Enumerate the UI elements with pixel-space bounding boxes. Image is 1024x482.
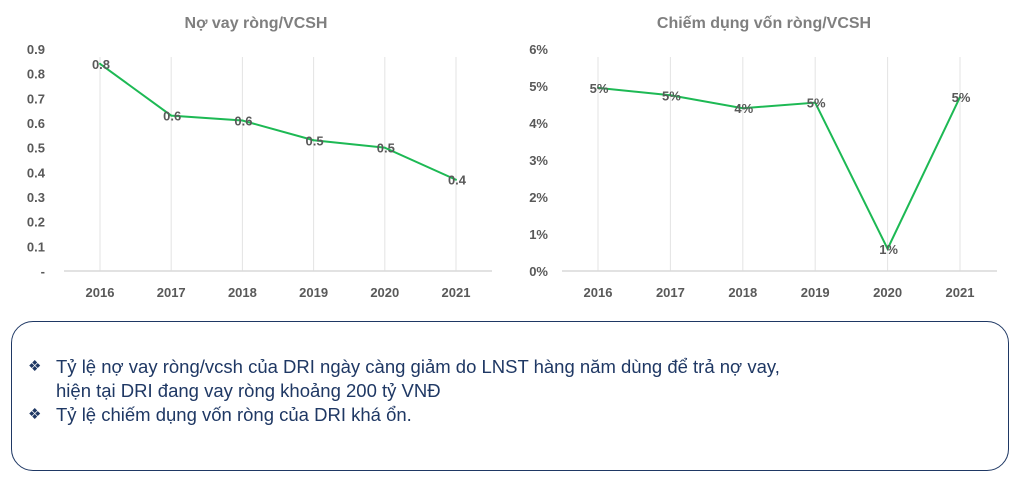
y-tick-label: 6%: [529, 42, 548, 57]
y-tick-label: 4%: [529, 116, 548, 131]
commentary-text: Tỷ lệ chiếm dụng vốn ròng của DRI khá ổn…: [56, 404, 412, 425]
y-tick-label: 0.4: [27, 165, 46, 180]
diamond-bullet-icon: ❖: [28, 358, 42, 375]
data-label: 0.5: [306, 133, 324, 148]
commentary-text: Tỷ lệ nợ vay ròng/vcsh của DRI ngày càng…: [56, 356, 780, 377]
data-label: 5%: [662, 88, 681, 103]
y-tick-label: 0%: [529, 264, 548, 279]
x-tick-label: 2016: [86, 285, 115, 300]
data-label: 5%: [590, 81, 609, 96]
data-label: 0.8: [92, 57, 110, 72]
y-tick-label: 0.1: [27, 239, 45, 254]
y-tick-label: 0.9: [27, 42, 45, 57]
commentary-text: hiện tại DRI đang vay ròng khoảng 200 tỷ…: [56, 380, 441, 401]
data-point: [886, 247, 889, 250]
data-point: [170, 114, 173, 117]
y-tick-label: -: [41, 264, 45, 279]
y-tick-label: 3%: [529, 153, 548, 168]
data-point: [814, 101, 817, 104]
y-tick-label: 2%: [529, 190, 548, 205]
data-point: [597, 86, 599, 89]
data-point: [383, 146, 386, 149]
series-line: [99, 62, 457, 181]
y-tick-label: 0.2: [27, 215, 45, 230]
data-point: [99, 62, 101, 65]
x-tick-label: 2017: [656, 285, 685, 300]
x-tick-label: 2018: [728, 285, 757, 300]
data-point: [312, 139, 315, 142]
chart-title: Nợ vay ròng/VCSH: [185, 15, 328, 32]
data-label: 0.4: [448, 173, 467, 188]
net-debt-to-equity-chart: Nợ vay ròng/VCSH - 0.1 0.2 0.3 0.4 0.5 0.6 0.7 0.…: [27, 15, 492, 300]
commentary-box: [11, 321, 1009, 471]
data-label: 0.5: [377, 141, 395, 156]
data-label: 5%: [952, 90, 971, 105]
y-tick-label: 0.5: [27, 141, 45, 156]
y-tick-label: 1%: [529, 227, 548, 242]
data-point: [959, 96, 961, 99]
x-tick-label: 2021: [442, 285, 471, 300]
commentary-list: ❖ Tỷ lệ nợ vay ròng/vcsh của DRI ngày cà…: [28, 355, 780, 427]
y-tick-label: 0.8: [27, 67, 45, 82]
x-tick-label: 2018: [228, 285, 257, 300]
chart-title: Chiếm dụng vốn ròng/VCSH: [657, 15, 871, 32]
data-label: 0.6: [163, 109, 181, 124]
data-label: 5%: [807, 96, 826, 111]
x-tick-label: 2020: [873, 285, 902, 300]
data-label: 4%: [734, 101, 753, 116]
commentary-item: ❖ Tỷ lệ chiếm dụng vốn ròng của DRI khá …: [28, 403, 780, 427]
y-tick-label: 0.3: [27, 190, 45, 205]
y-tick-label: 0.7: [27, 91, 45, 106]
x-tick-label: 2019: [801, 285, 830, 300]
y-tick-label: 5%: [529, 79, 548, 94]
x-tick-label: 2016: [584, 285, 613, 300]
x-tick-label: 2020: [370, 285, 399, 300]
commentary-item: ❖ Tỷ lệ nợ vay ròng/vcsh của DRI ngày cà…: [28, 355, 780, 403]
net-appropriated-capital-to-equity-chart: Chiếm dụng vốn ròng/VCSH 0% 1% 2% 3% 4% 5% 6% 20…: [529, 15, 997, 300]
diamond-bullet-icon: ❖: [28, 406, 42, 423]
x-tick-label: 2019: [299, 285, 328, 300]
x-tick-label: 2017: [157, 285, 186, 300]
data-label: 1%: [879, 242, 898, 257]
data-point: [455, 178, 457, 181]
x-tick-label: 2021: [946, 285, 975, 300]
data-point: [741, 107, 744, 110]
data-point: [669, 94, 672, 97]
data-point: [241, 119, 244, 122]
series-line: [597, 86, 961, 252]
y-tick-label: 0.6: [27, 116, 45, 131]
data-label: 0.6: [234, 114, 252, 129]
